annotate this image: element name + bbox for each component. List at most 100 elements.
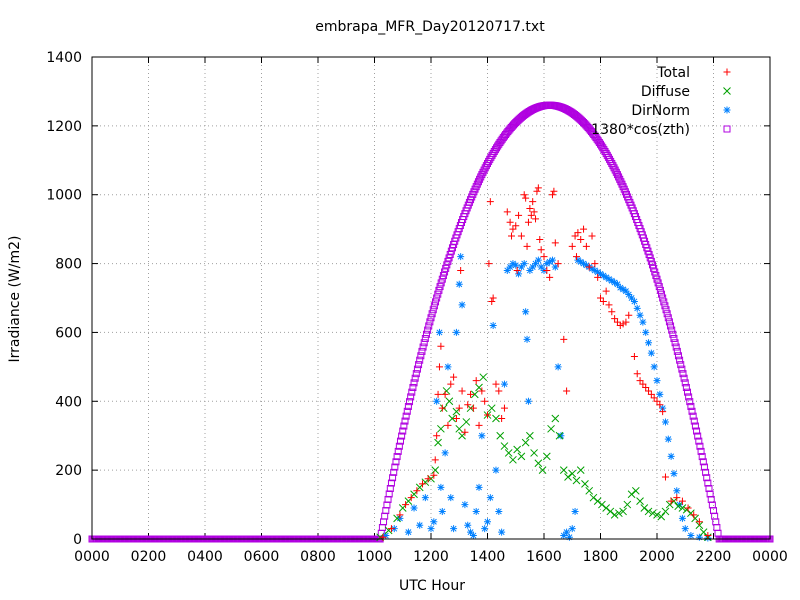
data-point bbox=[486, 198, 494, 206]
data-point bbox=[532, 260, 540, 268]
x-tick-label: 0600 bbox=[244, 549, 280, 565]
data-point bbox=[693, 427, 701, 435]
data-point bbox=[492, 380, 500, 388]
data-point bbox=[616, 175, 624, 183]
data-point bbox=[487, 404, 496, 413]
data-point bbox=[467, 528, 475, 536]
data-point bbox=[594, 268, 602, 276]
data-point bbox=[547, 424, 555, 433]
data-point bbox=[582, 261, 590, 269]
data-point bbox=[605, 301, 613, 309]
data-point bbox=[564, 473, 572, 481]
data-point bbox=[381, 512, 389, 520]
data-point bbox=[568, 469, 577, 478]
data-point bbox=[526, 431, 534, 440]
data-point bbox=[504, 449, 513, 457]
data-point bbox=[695, 437, 703, 445]
data-point bbox=[478, 171, 486, 179]
data-point bbox=[445, 397, 454, 406]
data-point bbox=[512, 222, 520, 230]
data-point bbox=[432, 298, 440, 306]
data-point bbox=[517, 263, 525, 271]
data-point bbox=[670, 470, 678, 478]
data-point bbox=[702, 468, 710, 476]
data-point bbox=[642, 328, 650, 336]
data-point bbox=[390, 468, 398, 476]
data-point bbox=[650, 264, 658, 272]
data-point bbox=[529, 263, 537, 271]
data-point bbox=[430, 302, 438, 310]
data-point bbox=[664, 314, 672, 322]
data-point bbox=[452, 415, 460, 422]
data-point bbox=[496, 431, 505, 440]
data-point bbox=[609, 162, 617, 170]
chart-title: embrapa_MFR_Day20120717.txt bbox=[315, 19, 545, 35]
data-point bbox=[448, 414, 457, 423]
data-point bbox=[520, 260, 528, 268]
data-point bbox=[396, 437, 404, 445]
y-axis-ticks: 0 200 400 600 800 1000 1200 1400 bbox=[46, 50, 770, 548]
data-point bbox=[656, 401, 664, 409]
data-point bbox=[458, 301, 466, 309]
data-point bbox=[597, 270, 604, 278]
data-point bbox=[538, 466, 547, 474]
data-point bbox=[416, 356, 424, 364]
data-point bbox=[464, 521, 472, 529]
data-point bbox=[640, 504, 649, 512]
data-point bbox=[431, 466, 440, 474]
data-point bbox=[492, 414, 500, 423]
data-point bbox=[628, 294, 636, 302]
data-point bbox=[437, 424, 445, 433]
data-point bbox=[694, 432, 702, 440]
data-point bbox=[559, 466, 568, 474]
data-point bbox=[407, 494, 415, 502]
data-point bbox=[450, 525, 458, 533]
x-tick-label: 1400 bbox=[470, 549, 506, 565]
data-point bbox=[517, 232, 525, 240]
data-point bbox=[654, 279, 662, 287]
data-point bbox=[479, 373, 488, 382]
data-point bbox=[651, 268, 659, 276]
x-axis-title: UTC Hour bbox=[399, 578, 465, 594]
data-point bbox=[416, 521, 424, 529]
data-point bbox=[574, 256, 582, 264]
data-point bbox=[618, 180, 626, 188]
data-point bbox=[594, 273, 602, 281]
data-point bbox=[699, 528, 708, 536]
data-point bbox=[536, 235, 544, 243]
data-point bbox=[581, 480, 589, 488]
data-point bbox=[421, 494, 429, 502]
data-point bbox=[667, 497, 675, 505]
data-point bbox=[625, 291, 633, 299]
data-point bbox=[711, 512, 719, 520]
data-point bbox=[406, 398, 414, 406]
data-point bbox=[665, 500, 674, 509]
data-point bbox=[656, 390, 664, 398]
data-point bbox=[684, 388, 692, 396]
data-point bbox=[434, 390, 442, 398]
data-point bbox=[691, 514, 699, 523]
series-cos-zth bbox=[88, 101, 774, 543]
data-point bbox=[403, 407, 411, 415]
data-point bbox=[656, 286, 664, 294]
data-point bbox=[408, 388, 416, 396]
data-point bbox=[441, 268, 449, 276]
data-point bbox=[498, 528, 506, 536]
data-point bbox=[630, 297, 638, 305]
data-point bbox=[653, 377, 661, 385]
data-point bbox=[433, 294, 441, 302]
data-point bbox=[625, 311, 633, 319]
data-point bbox=[489, 294, 497, 302]
data-point bbox=[585, 486, 594, 495]
data-point bbox=[430, 471, 438, 479]
data-point bbox=[495, 387, 503, 395]
data-point bbox=[696, 442, 704, 450]
data-point bbox=[534, 459, 543, 468]
data-point bbox=[550, 187, 558, 195]
data-point bbox=[417, 352, 425, 360]
data-point bbox=[509, 260, 517, 268]
data-point bbox=[433, 397, 441, 405]
data-point bbox=[537, 246, 545, 254]
data-point bbox=[580, 260, 588, 268]
data-point bbox=[568, 242, 576, 250]
